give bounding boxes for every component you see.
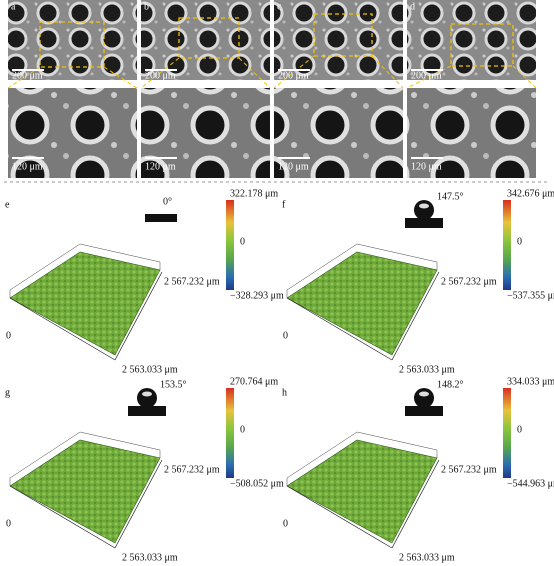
colorbar-min: −508.052 μm	[230, 478, 284, 489]
origin: 0	[283, 518, 288, 529]
contact-angle: 148.2°	[437, 379, 464, 390]
zoom-box	[39, 21, 105, 68]
colorbar-zero: 0	[517, 424, 522, 435]
bounding-box	[9, 431, 161, 486]
panel-label: f	[282, 199, 286, 210]
scale-label: 200 μm	[411, 70, 442, 81]
origin: 0	[283, 330, 288, 341]
axis	[391, 271, 440, 361]
origin: 0	[6, 518, 11, 529]
contact-angle: 153.5°	[160, 379, 187, 390]
scale-label: 120 μm	[145, 161, 176, 172]
axis	[391, 459, 440, 549]
colorbar-zero: 0	[240, 236, 245, 247]
panel-label: c	[277, 1, 282, 12]
scale-label: 120 μm	[278, 161, 309, 172]
droplet-highlight	[419, 203, 429, 209]
axis	[9, 297, 116, 361]
surface	[9, 439, 161, 544]
panel-label: a	[11, 1, 16, 12]
zoom-box	[178, 17, 240, 59]
colorbar	[226, 200, 234, 290]
droplet-highlight	[142, 391, 152, 397]
colorbar-zero: 0	[240, 424, 245, 435]
contact-angle: 0°	[163, 196, 172, 207]
surface	[286, 251, 438, 356]
surface	[286, 439, 438, 544]
x-extent: 2 563.033 μm	[399, 364, 455, 375]
sem-image	[274, 0, 403, 80]
colorbar-zero: 0	[517, 236, 522, 247]
zoom-line	[7, 66, 41, 89]
droplet	[414, 200, 434, 220]
panel-label: g	[5, 387, 10, 398]
colorbar-max: 322.178 μm	[230, 188, 278, 199]
colorbar-max: 270.764 μm	[230, 376, 278, 387]
colorbar	[226, 388, 234, 478]
bounding-box	[286, 243, 438, 298]
axis	[286, 297, 393, 361]
axis	[9, 485, 116, 549]
colorbar	[503, 388, 511, 478]
sem-image-zoom	[274, 88, 403, 178]
axis	[114, 459, 163, 549]
droplet	[137, 388, 157, 408]
axis	[114, 271, 163, 361]
zoom-box	[313, 13, 373, 57]
scale-label: 120 μm	[411, 161, 442, 172]
panel-label: b	[144, 1, 149, 12]
x-extent: 2 563.033 μm	[122, 364, 178, 375]
colorbar-min: −537.355 μm	[507, 290, 554, 301]
colorbar-min: −544.963 μm	[507, 478, 554, 489]
x-extent: 2 563.033 μm	[399, 552, 455, 563]
droplet-base	[405, 218, 443, 228]
zoom-line	[140, 57, 180, 89]
sem-image	[407, 0, 536, 80]
panel-label: e	[5, 199, 10, 210]
droplet-base	[128, 406, 166, 416]
zoom-line	[512, 65, 537, 89]
axis	[286, 485, 393, 549]
droplet-base	[145, 214, 177, 222]
x-extent: 2 563.033 μm	[122, 552, 178, 563]
scale-label: 200 μm	[145, 70, 176, 81]
zoom-line	[406, 65, 452, 89]
bounding-box	[286, 431, 438, 486]
sem-image-zoom	[407, 88, 536, 178]
zoom-line	[273, 55, 315, 89]
bounding-box	[9, 243, 161, 298]
colorbar-max: 334.033 μm	[507, 376, 554, 387]
colorbar	[503, 200, 511, 290]
scale-label: 200 μm	[278, 70, 309, 81]
scale-label: 120 μm	[12, 161, 43, 172]
colorbar-max: 342.676 μm	[507, 188, 554, 199]
y-extent: 2 567.232 μm	[164, 276, 220, 287]
droplet-highlight	[419, 391, 429, 397]
surface	[9, 251, 161, 356]
zoom-box	[450, 23, 514, 67]
contact-angle: 147.5°	[437, 191, 464, 202]
droplet-base	[405, 406, 443, 416]
y-extent: 2 567.232 μm	[164, 464, 220, 475]
zoom-line	[371, 55, 404, 89]
panel-label: h	[282, 387, 287, 398]
sem-image	[141, 0, 270, 80]
panel-label: d	[410, 1, 415, 12]
zoom-line	[238, 57, 271, 89]
sem-image	[8, 0, 137, 80]
scale-label: 200 μm	[12, 70, 43, 81]
sem-image-zoom	[8, 88, 137, 178]
droplet	[414, 388, 434, 408]
sem-image-zoom	[141, 88, 270, 178]
y-extent: 2 567.232 μm	[441, 276, 497, 287]
y-extent: 2 567.232 μm	[441, 464, 497, 475]
origin: 0	[6, 330, 11, 341]
colorbar-min: −328.293 μm	[230, 290, 284, 301]
